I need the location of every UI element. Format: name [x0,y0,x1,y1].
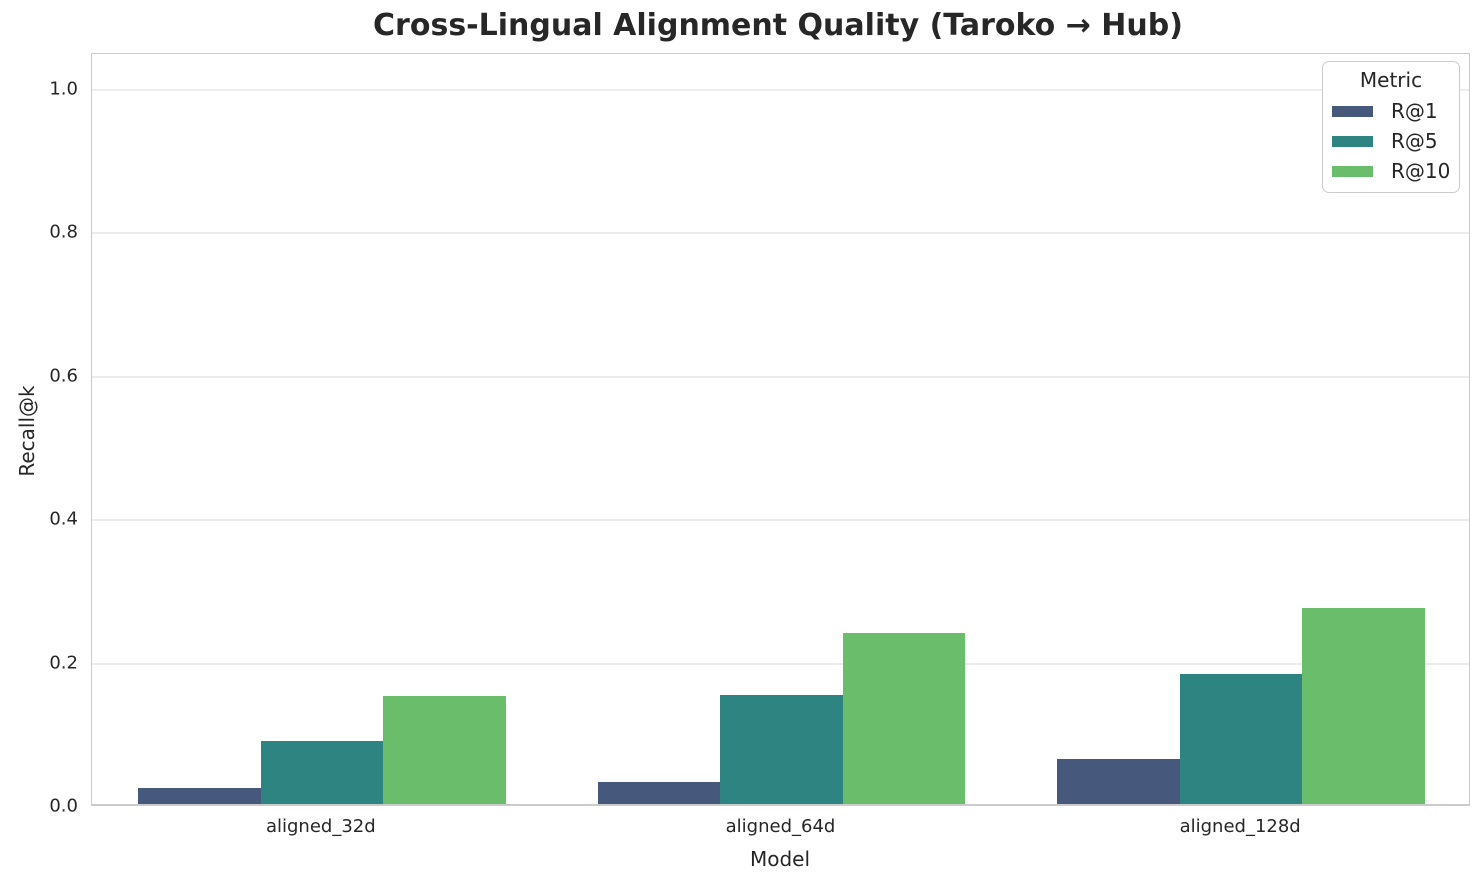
y-tick-label: 0.8 [49,221,78,243]
x-tick-label: aligned_32d [265,816,376,837]
gridline [92,375,1469,378]
gridline [92,519,1469,522]
bar-r10-aligned_128d [1302,607,1426,804]
legend-item: R@5 [1323,126,1459,156]
bar-r5-aligned_64d [720,695,843,804]
gridline [92,88,1469,91]
legend-item: R@10 [1323,156,1459,186]
legend-item-label: R@5 [1391,129,1438,153]
legend-title: Metric [1359,68,1423,92]
bar-r1-aligned_32d [137,788,261,804]
chart-title: Cross-Lingual Alignment Quality (Taroko … [373,8,1183,43]
bar-r10-aligned_32d [383,696,506,804]
y-tick-label: 0.2 [49,652,78,674]
bar-r1-aligned_128d [1057,758,1180,804]
legend-item-label: R@10 [1391,159,1451,183]
bar-r5-aligned_128d [1179,674,1303,804]
gridline [92,232,1469,235]
plot-area [91,53,1470,806]
gridline [92,662,1469,665]
x-axis-label: Model [749,847,811,871]
bar-r1-aligned_64d [597,781,721,804]
legend-swatch [1332,105,1373,117]
y-tick-label: 0.6 [49,365,78,387]
legend: Metric R@1 R@5 R@10 [1322,61,1460,193]
bar-r5-aligned_32d [260,740,384,804]
legend-item-label: R@1 [1391,99,1438,123]
x-tick-label: aligned_128d [1179,816,1301,837]
legend-items: R@1 R@5 R@10 [1323,96,1459,186]
y-tick-label: 1.0 [49,78,78,100]
legend-swatch [1332,165,1373,177]
y-tick-label: 0.0 [49,795,78,817]
legend-swatch [1332,135,1373,147]
y-axis-label: Recall@k [15,385,39,477]
bar-r10-aligned_64d [842,633,966,804]
y-tick-label: 0.4 [49,508,78,530]
x-tick-label: aligned_64d [725,816,836,837]
legend-item: R@1 [1323,96,1459,126]
